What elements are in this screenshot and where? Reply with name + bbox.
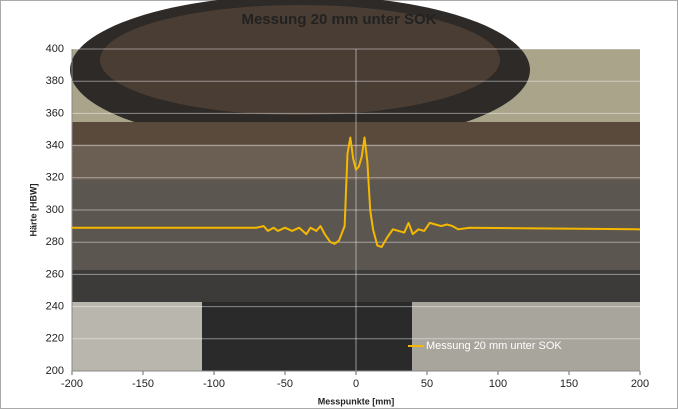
- y-tick-label: 260: [46, 268, 64, 280]
- y-tick-label: 360: [46, 107, 64, 119]
- y-tick-label: 400: [46, 43, 64, 55]
- x-tick-label: -150: [132, 378, 154, 390]
- y-tick-label: 320: [46, 172, 64, 184]
- x-tick-label: 0: [353, 378, 359, 390]
- background-photo: [70, 0, 640, 371]
- y-tick-label: 380: [46, 75, 64, 87]
- x-tick-label: 100: [489, 378, 507, 390]
- x-axis-title: Messpunkte [mm]: [318, 396, 395, 406]
- y-tick-label: 240: [46, 301, 64, 313]
- x-tick-label: -100: [203, 378, 225, 390]
- x-tick-label: -50: [277, 378, 293, 390]
- x-tick-label: 200: [631, 378, 649, 390]
- y-tick-label: 340: [46, 140, 64, 152]
- data-line: [72, 136, 641, 249]
- x-tick-label: 50: [421, 378, 433, 390]
- y-tick-label: 280: [46, 236, 64, 248]
- y-tick-label: 300: [46, 204, 64, 216]
- y-axis-title: Härte [HBW]: [28, 183, 38, 236]
- chart-title: Messung 20 mm unter SOK: [241, 11, 436, 28]
- x-tick-label: 150: [560, 378, 578, 390]
- y-tick-label: 220: [46, 333, 64, 345]
- legend-label: Messung 20 mm unter SOK: [426, 340, 562, 352]
- y-tick-label: 200: [46, 365, 64, 377]
- x-tick-label: -200: [61, 378, 83, 390]
